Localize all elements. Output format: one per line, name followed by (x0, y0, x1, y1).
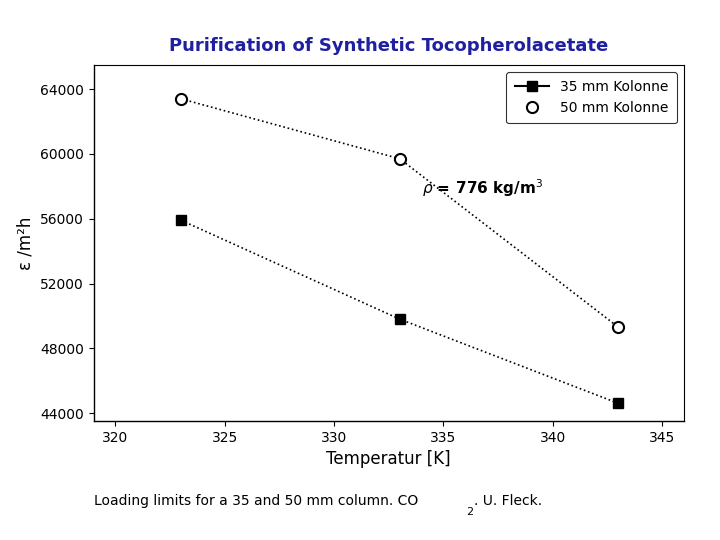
Text: . U. Fleck.: . U. Fleck. (474, 494, 542, 508)
Legend: 35 mm Kolonne, 50 mm Kolonne: 35 mm Kolonne, 50 mm Kolonne (506, 72, 677, 123)
Text: $\rho$ = 776 kg/m$^3$: $\rho$ = 776 kg/m$^3$ (422, 178, 543, 199)
Text: 2: 2 (467, 507, 474, 517)
Text: Loading limits for a 35 and 50 mm column. CO: Loading limits for a 35 and 50 mm column… (94, 494, 418, 508)
Y-axis label: ε /m²h: ε /m²h (17, 217, 35, 269)
X-axis label: Temperatur [K]: Temperatur [K] (326, 450, 451, 469)
Title: Purification of Synthetic Tocopherolacetate: Purification of Synthetic Tocopherolacet… (169, 37, 608, 55)
